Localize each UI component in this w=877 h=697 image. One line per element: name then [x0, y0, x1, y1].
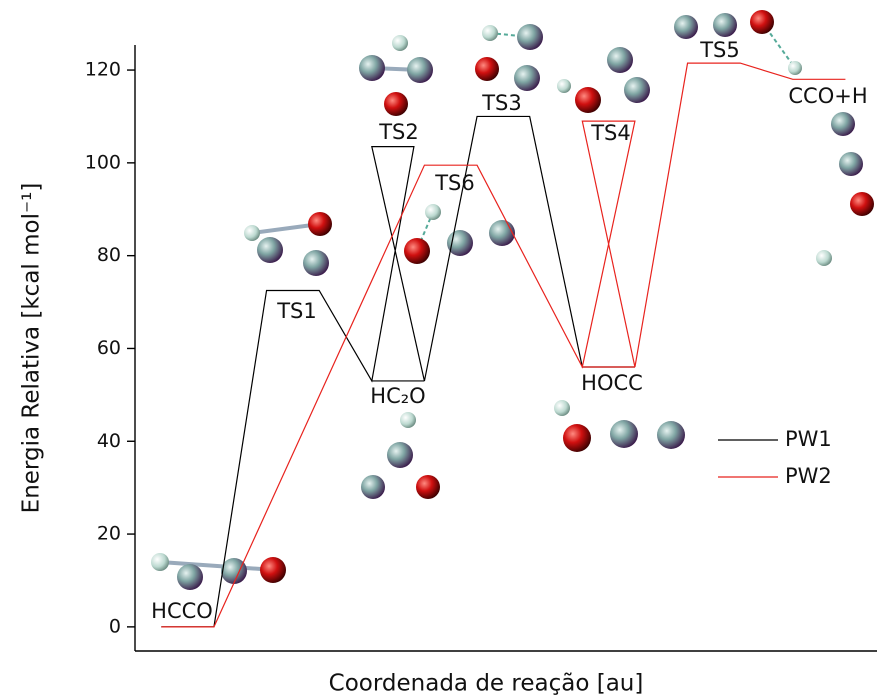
molecule-cco [816, 112, 874, 266]
annotation: TS5 [699, 38, 740, 62]
y-axis-label: Energia Relativa [kcal mol⁻¹] [19, 183, 45, 514]
annotation: TS2 [378, 120, 419, 144]
series-line [161, 63, 845, 627]
legend-label: PW2 [785, 464, 832, 488]
annotation: TS6 [434, 171, 475, 195]
annotation: CCO+H [788, 84, 867, 108]
y-tick-label: 0 [109, 615, 121, 637]
y-tick-label: 40 [97, 430, 121, 452]
series-line [161, 116, 635, 626]
legend-label: PW1 [785, 427, 832, 451]
molecule-hcco [151, 553, 286, 590]
annotation: HOCC [581, 371, 643, 395]
y-tick-label: 60 [97, 337, 121, 359]
molecule-ts3 [475, 24, 543, 91]
chart: Coordenada de reação [au] Energia Relati… [0, 0, 877, 697]
y-tick-label: 20 [97, 523, 121, 545]
annotation: TS4 [590, 121, 631, 145]
x-axis-label: Coordenada de reação [au] [329, 671, 644, 697]
annotation: HC₂O [370, 384, 425, 408]
molecule-hc2o [361, 412, 440, 499]
annotation: HCCO [151, 599, 213, 623]
molecule-ts6 [404, 204, 515, 264]
molecule-ts2 [359, 35, 433, 116]
molecule-ts1 [244, 212, 332, 276]
y-tick-label: 120 [85, 59, 121, 81]
y-tick-label: 100 [85, 151, 121, 173]
y-tick-label: 80 [97, 244, 121, 266]
annotation: TS1 [276, 299, 317, 323]
molecule-hocc [554, 400, 685, 452]
molecule-ts4 [557, 47, 650, 113]
annotation: TS3 [481, 91, 522, 115]
